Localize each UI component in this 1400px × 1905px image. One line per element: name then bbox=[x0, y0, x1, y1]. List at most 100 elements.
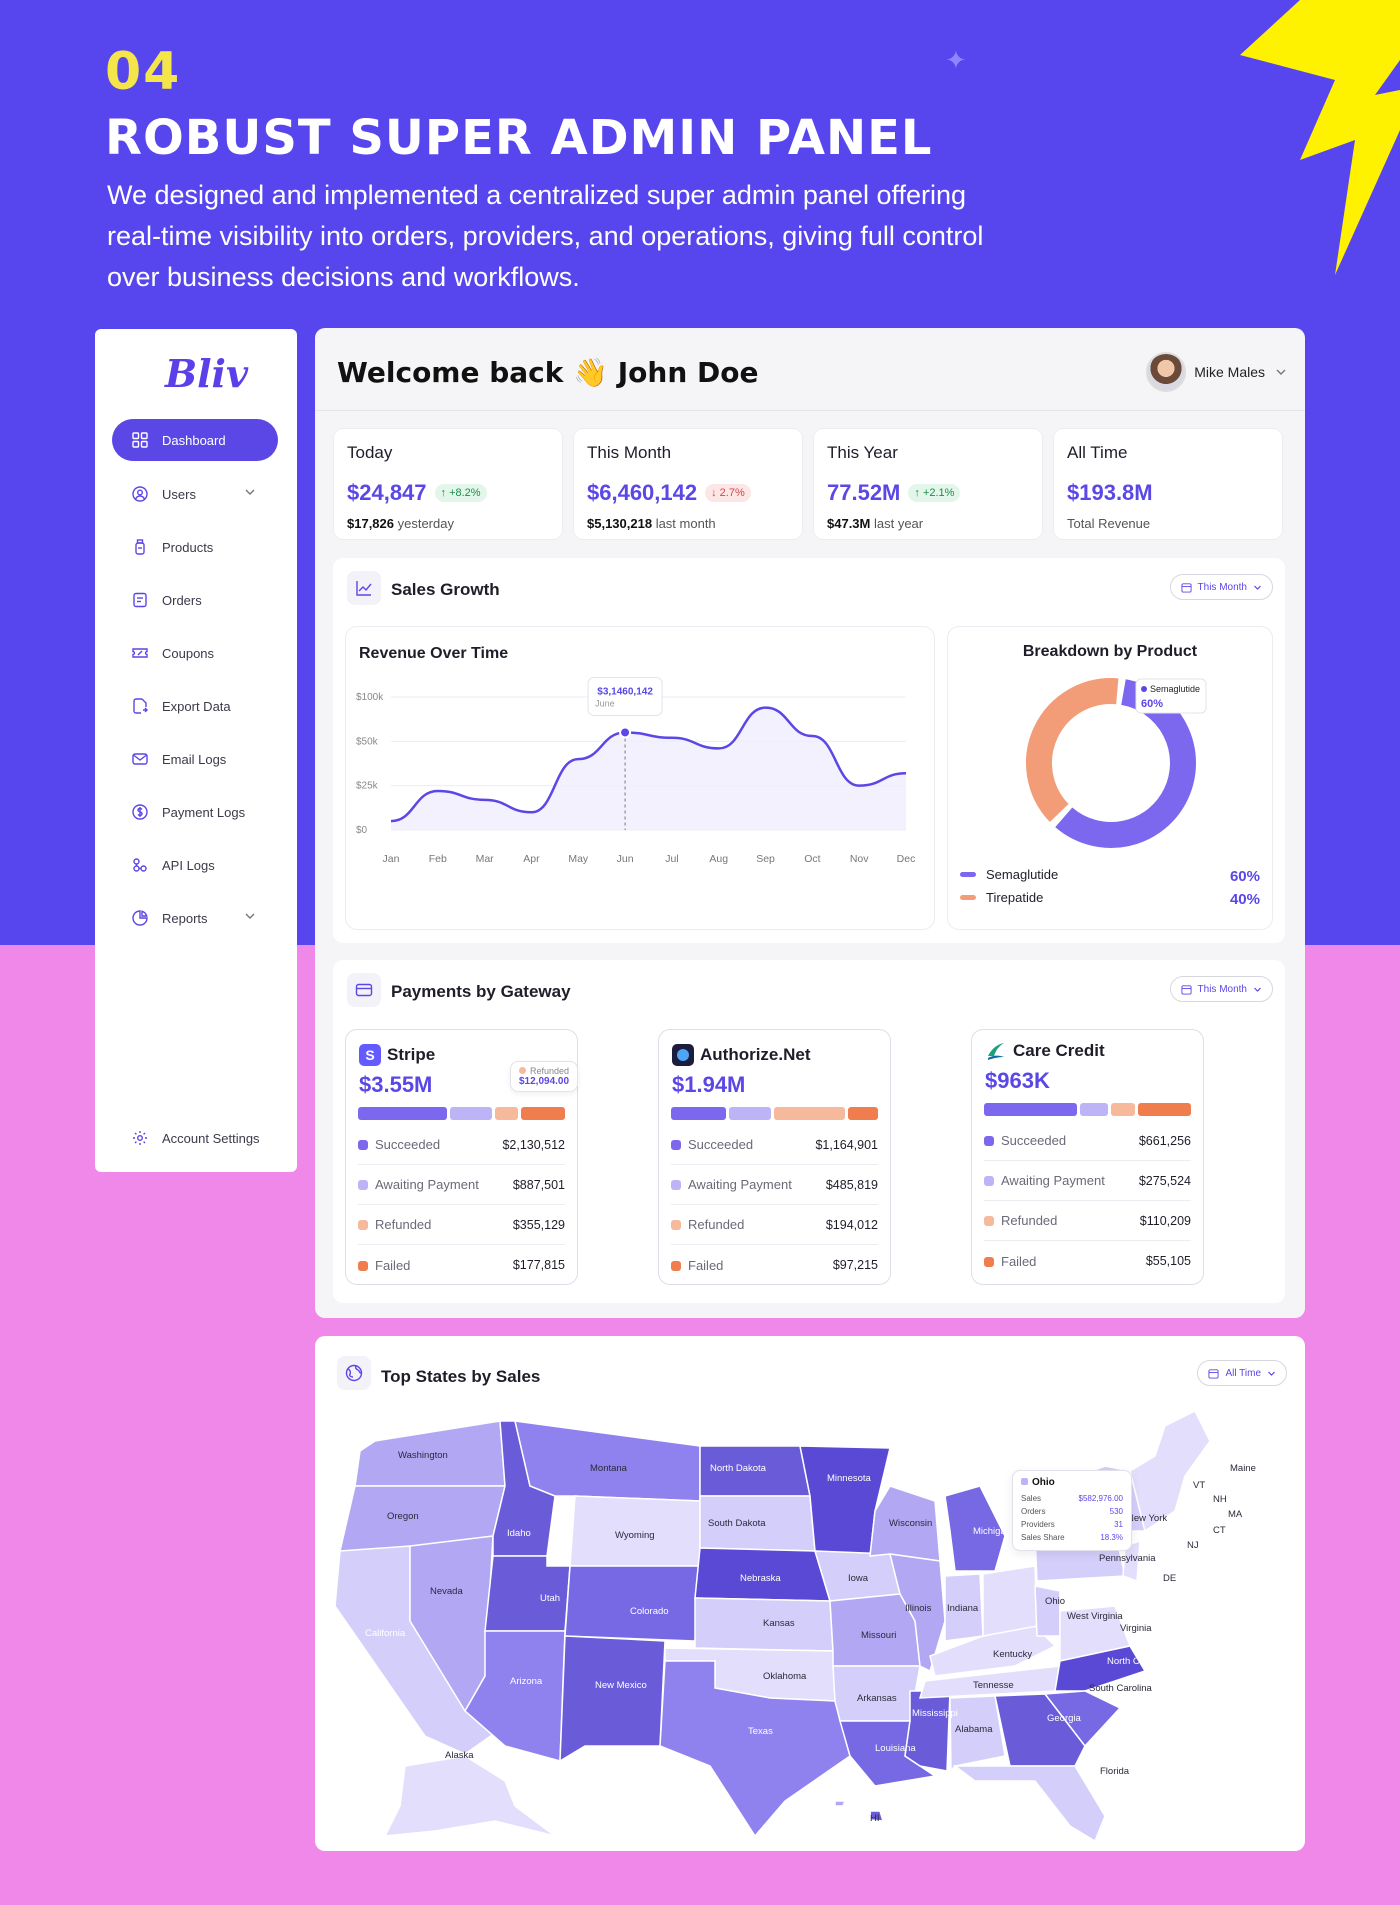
row-label: Succeeded bbox=[375, 1137, 441, 1152]
sidebar-item-payment-logs[interactable]: Payment Logs bbox=[112, 791, 278, 833]
date-filter-dropdown[interactable]: This Month bbox=[1169, 574, 1273, 600]
row-amount: $1,164,901 bbox=[815, 1137, 878, 1152]
state-label: Arizona bbox=[510, 1676, 543, 1687]
state-label: Tennesse bbox=[973, 1680, 1014, 1691]
coupon-icon bbox=[130, 643, 150, 663]
sidebar-item-api-logs[interactable]: API Logs bbox=[112, 844, 278, 886]
y-tick-label: $25k bbox=[356, 781, 379, 792]
sidebar-item-products[interactable]: Products bbox=[112, 526, 278, 568]
row-label: Succeeded bbox=[1001, 1133, 1067, 1148]
stat-label: All Time bbox=[1067, 443, 1128, 462]
filter-label: All Time bbox=[1225, 1367, 1261, 1379]
state-florida[interactable] bbox=[952, 1765, 1106, 1843]
state-label: CT bbox=[1213, 1525, 1226, 1536]
state-label: Wisconsin bbox=[889, 1518, 932, 1529]
state-north-carolina[interactable] bbox=[1054, 1645, 1147, 1692]
state-colorado[interactable] bbox=[564, 1565, 701, 1642]
stat-card-this-month: This Month $6,460,142 ↓ 2.7% $5,130,218 l… bbox=[573, 428, 803, 540]
state-georgia[interactable] bbox=[994, 1693, 1086, 1767]
sidebar-item-dashboard[interactable]: Dashboard bbox=[112, 419, 278, 461]
donut-slice-tirepatide bbox=[1026, 678, 1119, 823]
state-new-jersey[interactable] bbox=[1122, 1539, 1141, 1583]
stat-label: This Year bbox=[827, 443, 898, 462]
state-hawaii-2[interactable] bbox=[869, 1810, 885, 1822]
sidebar-item-coupons[interactable]: Coupons bbox=[112, 632, 278, 674]
bar-segment-failed bbox=[848, 1107, 878, 1120]
globe-icon bbox=[337, 1356, 371, 1390]
card-title: Sales Growth bbox=[391, 580, 500, 599]
list-item: Succeeded $661,256 bbox=[984, 1121, 1191, 1161]
breakdown-donut-chart: Semaglutide 60% Semaglutide 60% Tirepatide 40… bbox=[960, 678, 1260, 908]
state-new-mexico[interactable] bbox=[559, 1635, 666, 1763]
state-west-virginia[interactable] bbox=[1034, 1585, 1061, 1637]
state-label: New York bbox=[1127, 1513, 1167, 1524]
legend-swatch bbox=[960, 895, 976, 900]
state-label: Louisiana bbox=[875, 1743, 916, 1754]
state-montana[interactable] bbox=[514, 1420, 701, 1502]
state-ohio[interactable] bbox=[982, 1565, 1038, 1637]
gateway-total: $1.94M bbox=[672, 1072, 746, 1097]
state-hawaii[interactable] bbox=[834, 1800, 847, 1807]
state-alaska[interactable] bbox=[383, 1755, 556, 1837]
list-item: Succeeded $1,164,901 bbox=[671, 1125, 878, 1165]
state-alabama[interactable] bbox=[949, 1695, 1006, 1774]
state-label: Mississippi bbox=[912, 1708, 958, 1719]
user-name: Mike Males bbox=[1194, 364, 1265, 380]
row-amount: $55,105 bbox=[1145, 1254, 1191, 1268]
row-label: Failed bbox=[1001, 1253, 1037, 1269]
section-title: ROBUST SUPER ADMIN PANEL bbox=[105, 110, 933, 166]
sidebar-item-label: Orders bbox=[162, 592, 202, 608]
sidebar-item-users[interactable]: Users bbox=[112, 473, 278, 515]
state-label: DE bbox=[1163, 1573, 1176, 1584]
data-point-highlight bbox=[619, 726, 632, 739]
sidebar-item-account-settings[interactable]: Account Settings bbox=[112, 1117, 278, 1159]
care-credit-logo-icon bbox=[985, 1040, 1007, 1062]
gateway-name: Authorize.Net bbox=[672, 1044, 811, 1066]
x-tick-label: Jun bbox=[617, 853, 634, 865]
state-label: Nevada bbox=[430, 1586, 463, 1597]
state-label: South Carolina bbox=[1089, 1683, 1153, 1694]
state-label: West Virginia bbox=[1067, 1611, 1123, 1622]
avatar bbox=[1146, 352, 1187, 392]
gateway-card-care-credit: Care Credit $963K Succeeded $661,256 Awai… bbox=[971, 1029, 1204, 1285]
state-label: South Dakota bbox=[708, 1518, 766, 1529]
state-label: Pennsylvania bbox=[1099, 1553, 1156, 1564]
bar-segment-awaiting bbox=[450, 1107, 492, 1120]
state-label: Maine bbox=[1230, 1463, 1256, 1474]
row-amount: $97,215 bbox=[832, 1258, 878, 1272]
bar-segment-refunded bbox=[774, 1107, 846, 1120]
breakdown-chart-panel: Breakdown by Product Semaglutide 60% Semag… bbox=[947, 626, 1273, 930]
state-illinois[interactable] bbox=[889, 1553, 946, 1673]
filter-label: This Month bbox=[1197, 983, 1247, 995]
sidebar-item-reports[interactable]: Reports bbox=[112, 897, 278, 939]
state-mississippi[interactable] bbox=[904, 1690, 951, 1772]
comparison-text: Total Revenue bbox=[1067, 516, 1151, 531]
state-label: Oregon bbox=[387, 1511, 419, 1522]
dashboard-panel: Welcome back 👋 John Doe Mike Males Today… bbox=[315, 328, 1305, 1318]
stat-card-this-year: This Year 77.52M ↑ +2.1% $47.3M last year bbox=[813, 428, 1043, 540]
user-menu[interactable]: Mike Males bbox=[1146, 352, 1287, 392]
date-filter-dropdown[interactable]: This Month bbox=[1169, 976, 1273, 1002]
state-label: Kentucky bbox=[993, 1649, 1032, 1660]
list-item: Awaiting Payment $275,524 bbox=[984, 1161, 1191, 1201]
sidebar-item-email-logs[interactable]: Email Logs bbox=[112, 738, 278, 780]
state-south-carolina[interactable] bbox=[1043, 1690, 1122, 1748]
sidebar-item-label: Email Logs bbox=[162, 751, 227, 767]
revenue-line bbox=[390, 706, 907, 823]
state-michigan[interactable] bbox=[944, 1485, 1006, 1572]
tooltip-value: 530 bbox=[1109, 1507, 1123, 1516]
sidebar-item-orders[interactable]: Orders bbox=[112, 579, 278, 621]
trend-icon bbox=[347, 571, 381, 605]
row-label: Awaiting Payment bbox=[375, 1177, 479, 1192]
x-tick-label: Apr bbox=[523, 853, 540, 865]
legend-value: 40% bbox=[1230, 891, 1260, 908]
date-filter-dropdown[interactable]: All Time bbox=[1197, 1360, 1287, 1386]
y-tick-label: $50k bbox=[356, 736, 379, 747]
comparison-text: yesterday bbox=[394, 516, 454, 531]
change-badge: ↑ +2.1% bbox=[908, 484, 961, 502]
state-new-england[interactable] bbox=[1129, 1409, 1211, 1533]
user-icon bbox=[130, 484, 150, 504]
sidebar-item-export-data[interactable]: Export Data bbox=[112, 685, 278, 727]
chart-tooltip bbox=[587, 676, 663, 716]
sidebar-item-label: Dashboard bbox=[162, 432, 226, 448]
